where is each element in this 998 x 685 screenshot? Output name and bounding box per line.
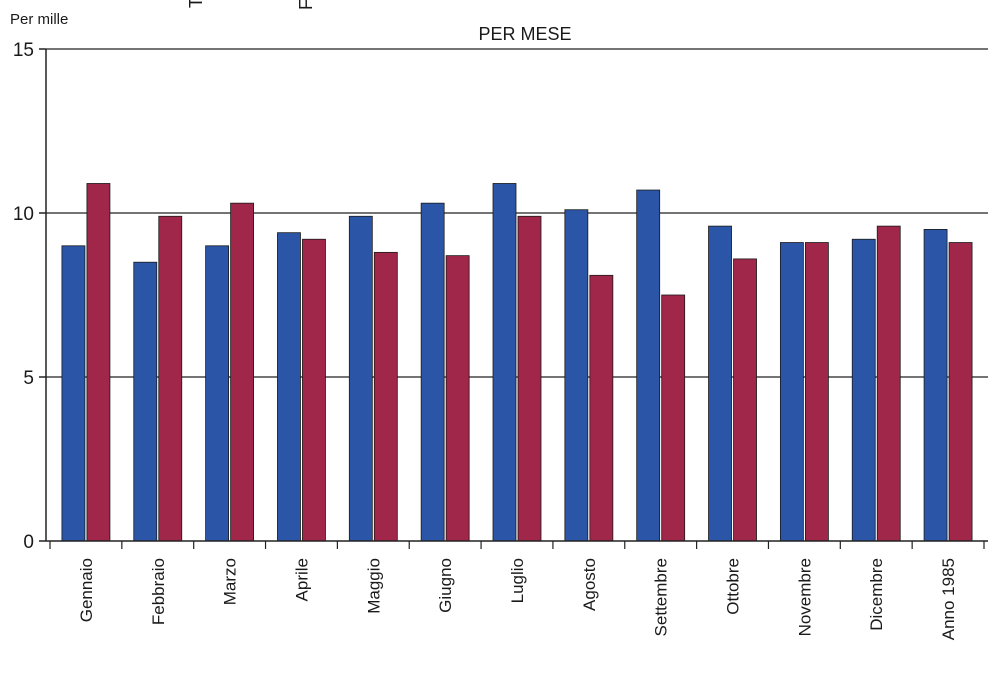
- x-axis-labels: Gennaio Febbraio Marzo Aprile Maggio Giugno Lu…: [77, 558, 958, 640]
- bar-luglio-series-2: [517, 215, 542, 542]
- bar-ottobre-series-1: [708, 225, 732, 542]
- bar-maggio-series-2: [373, 251, 398, 542]
- cut-off-text-2: F: [296, 0, 316, 10]
- bar-agosto-series-1: [564, 209, 589, 542]
- y-tick-label: 10: [13, 204, 34, 225]
- gridlines: [46, 48, 988, 378]
- chart-title: PER MESE: [478, 24, 571, 44]
- x-axis-label: Novembre: [795, 558, 814, 636]
- bar-giugno-series-2: [445, 255, 470, 542]
- x-axis-label: Gennaio: [77, 558, 96, 622]
- x-axis-label: Marzo: [221, 558, 240, 605]
- bar-aprile-series-1: [277, 232, 301, 542]
- x-axis-label: Settembre: [652, 558, 671, 636]
- x-axis-label: Giugno: [436, 558, 455, 613]
- x-axis-label: Agosto: [580, 558, 599, 611]
- bar-dicembre-series-1: [851, 238, 876, 542]
- y-axis-unit-label: Per mille: [10, 11, 68, 28]
- x-axis-label: Anno 1985: [939, 558, 958, 640]
- y-axis-ticks: 0 5 10 15: [13, 40, 46, 553]
- bar-novembre-series-2: [804, 242, 829, 542]
- bar-dicembre-series-2: [876, 225, 901, 542]
- bar-aprile-series-2: [302, 238, 326, 542]
- bar-luglio-series-1: [492, 183, 517, 542]
- bar-marzo-series-2: [230, 202, 255, 542]
- bar-marzo-series-1: [205, 245, 230, 542]
- bar-maggio-series-1: [348, 215, 373, 542]
- bars: [61, 183, 973, 542]
- bar-anno-1985-series-1: [923, 228, 948, 542]
- bar-anno-1985-series-2: [948, 242, 973, 542]
- x-axis-label: Dicembre: [867, 558, 886, 631]
- bar-febbraio-series-2: [158, 215, 183, 542]
- bar-ottobre-series-2: [733, 258, 757, 542]
- bar-gennaio-series-1: [61, 245, 86, 542]
- y-tick-label: 5: [23, 368, 34, 389]
- x-axis-label: Luglio: [508, 558, 527, 603]
- y-tick-label: 0: [23, 532, 34, 553]
- bar-novembre-series-1: [779, 242, 804, 542]
- bar-giugno-series-1: [420, 202, 445, 542]
- x-axis-label: Ottobre: [724, 558, 743, 615]
- x-axis-label: Febbraio: [149, 558, 168, 625]
- bar-febbraio-series-1: [133, 261, 158, 542]
- bar-gennaio-series-2: [86, 183, 111, 542]
- x-axis-label: Aprile: [292, 558, 311, 601]
- bar-settembre-series-1: [636, 189, 661, 542]
- y-tick-label: 15: [13, 40, 34, 61]
- bar-settembre-series-2: [661, 294, 686, 542]
- axes: [45, 49, 988, 549]
- x-axis-label: Maggio: [364, 558, 383, 614]
- cut-off-text-1: T: [186, 0, 206, 8]
- bar-agosto-series-2: [589, 274, 614, 542]
